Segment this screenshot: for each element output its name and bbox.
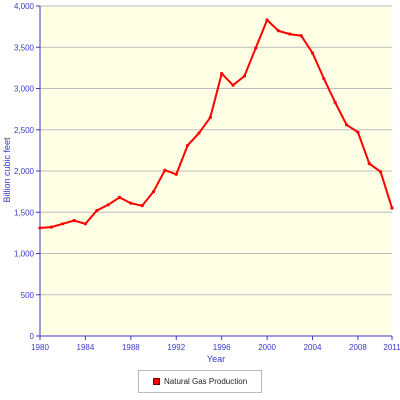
data-point [344,123,349,127]
data-point [106,203,110,207]
data-point [95,209,99,213]
data-point [322,77,326,81]
data-point [231,83,235,87]
gridlines [40,5,392,296]
data-point [242,74,246,78]
y-tick-label: 3,000 [14,85,35,94]
y-tick-label: 2,000 [14,167,35,176]
data-point [186,143,190,148]
x-tick-label: 2011 [383,343,400,352]
series-line-natural-gas-production [39,18,393,229]
y-tick-label: 1,500 [14,208,35,217]
data-point [129,201,133,205]
data-point [83,222,88,226]
data-point [174,172,178,176]
data-point [38,226,42,230]
data-point [379,170,383,174]
x-tick-label: 1988 [122,343,140,352]
data-point [72,218,76,223]
data-point [265,18,269,22]
data-point [140,204,144,208]
legend: Natural Gas Production [138,370,262,393]
x-axis-ticks: 1980 1984 1988 1992 1996 2000 2004 2008 2011 [31,336,400,352]
y-axis-ticks: 0 500 1,000 1,500 2,000 2,500 3,000 3,500 4,000 [14,2,40,341]
y-tick-label: 4,000 [14,2,35,11]
data-point [276,29,281,33]
data-point [61,222,65,226]
data-point [367,161,371,166]
x-tick-label: 2004 [304,343,322,352]
data-point [254,46,258,50]
x-tick-label: 2008 [349,343,367,352]
legend-label: Natural Gas Production [164,377,248,386]
data-point [117,195,122,199]
data-point [310,51,315,55]
y-tick-label: 3,500 [14,43,35,52]
data-point [333,100,337,105]
data-point [208,115,212,119]
data-point [220,72,224,76]
x-tick-label: 1996 [213,343,231,352]
data-point [390,206,394,210]
data-point [151,190,156,194]
x-axis-title: Year [207,354,225,364]
data-point [288,32,292,36]
x-tick-label: 1980 [31,343,49,352]
y-tick-label: 500 [21,291,35,300]
legend-swatch [153,378,160,385]
y-tick-label: 2,500 [14,126,35,135]
y-axis-title: Billion cubic feet [2,137,12,203]
x-tick-label: 1992 [167,343,185,352]
y-tick-label: 0 [30,332,35,341]
data-point [356,130,360,134]
data-point [197,131,201,135]
x-tick-label: 2000 [258,343,276,352]
data-point [299,34,303,38]
data-point [49,225,53,229]
x-tick-label: 1984 [77,343,95,352]
data-point [163,168,167,172]
series-points [38,18,394,230]
y-tick-label: 1,000 [14,250,35,259]
